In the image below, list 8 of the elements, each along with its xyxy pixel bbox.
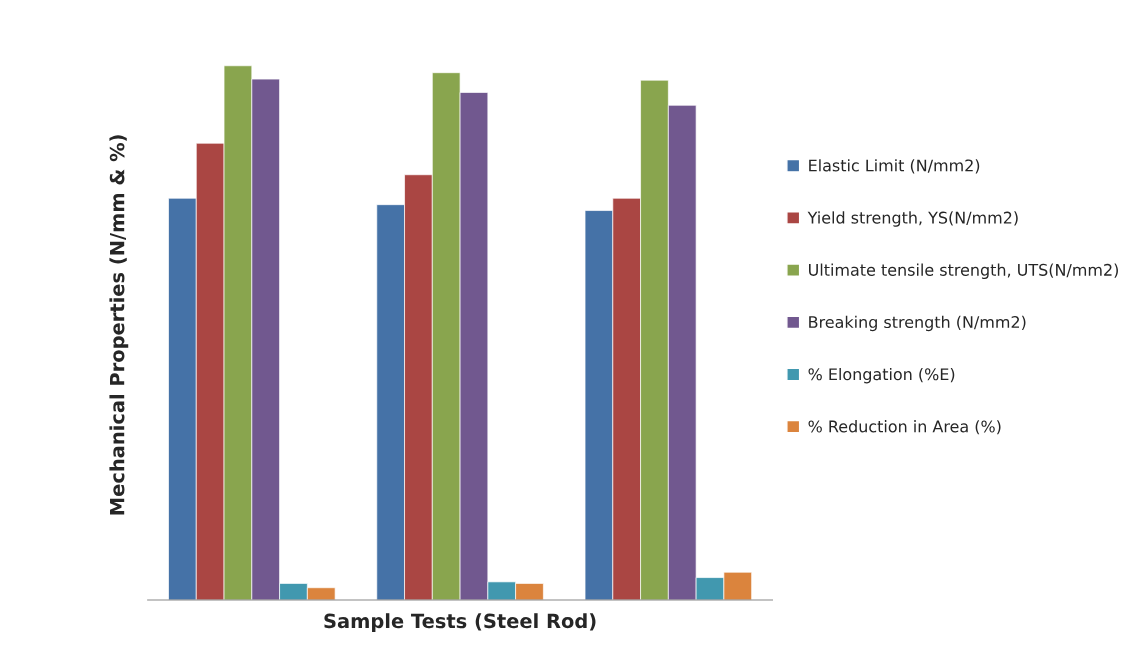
- legend-label: Yield strength, YS(N/mm2): [807, 211, 1018, 227]
- x-axis-title: Sample Tests (Steel Rod): [324, 613, 596, 633]
- legend-label: % Reduction in Area (%): [808, 420, 1001, 435]
- legend-label: Elastic Limit (N/mm2): [809, 159, 980, 174]
- legend-label: % Elongation (%E): [808, 367, 955, 384]
- legend-label: Ultimate tensile strength, UTS(N/mm2): [809, 263, 1118, 279]
- legend-label: Breaking strength (N/mm2): [809, 315, 1026, 332]
- y-axis-title: Mechanical Properties (N/mm & %): [109, 135, 129, 515]
